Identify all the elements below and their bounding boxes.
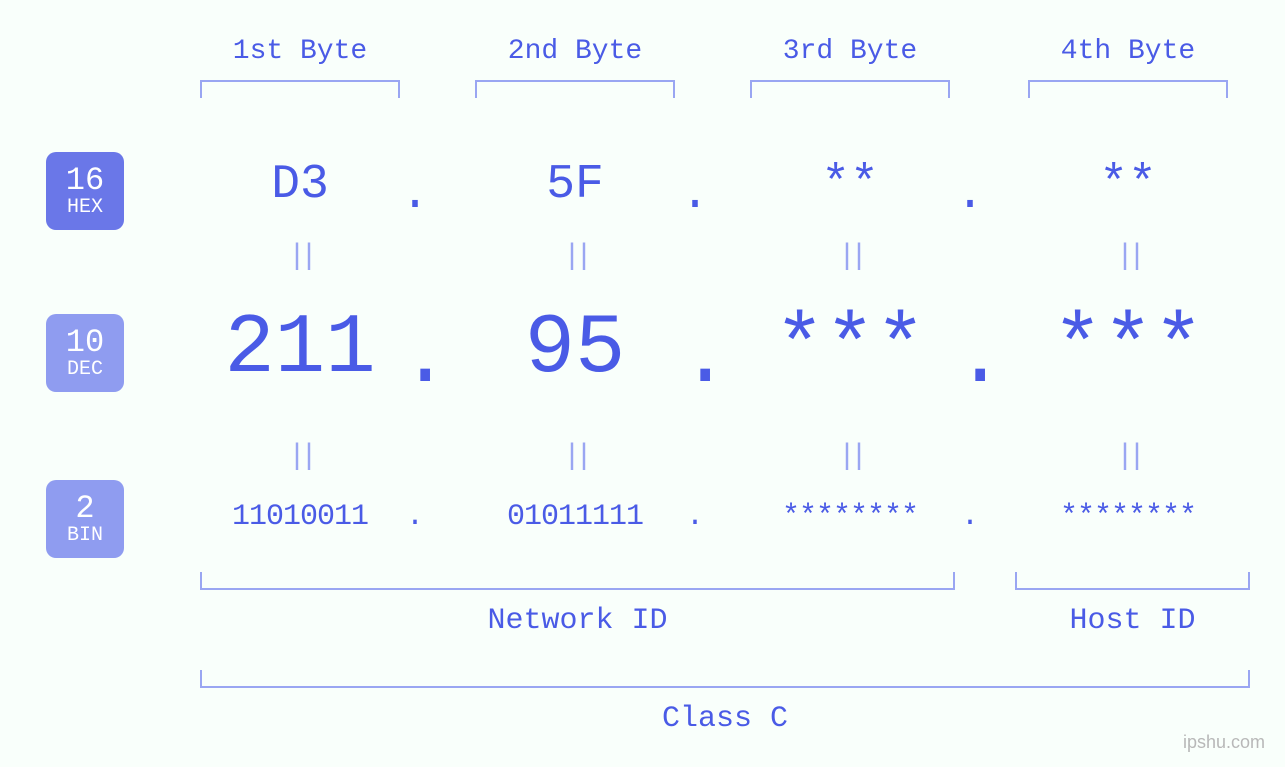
badge-dec-label: DEC	[67, 359, 103, 380]
bin-byte-4: ********	[998, 500, 1258, 534]
dec-sep-2: .	[680, 312, 710, 407]
dec-byte-1: 211	[170, 302, 430, 397]
eq1-3: ||	[720, 240, 980, 274]
bin-sep-2: .	[680, 500, 710, 534]
bin-byte-2: 01011111	[445, 500, 705, 534]
label-class: Class C	[200, 702, 1250, 736]
badge-hex-label: HEX	[67, 197, 103, 218]
byte-header-4: 4th Byte	[998, 36, 1258, 67]
byte-header-2: 2nd Byte	[445, 36, 705, 67]
dec-byte-3: ***	[720, 302, 980, 397]
bin-sep-1: .	[400, 500, 430, 534]
label-host-id: Host ID	[1015, 604, 1250, 638]
hex-sep-2: .	[680, 168, 710, 222]
bracket-class	[200, 670, 1250, 688]
dec-sep-1: .	[400, 312, 430, 407]
hex-byte-1: D3	[170, 158, 430, 212]
label-network-id: Network ID	[200, 604, 955, 638]
dec-sep-3: .	[955, 312, 985, 407]
badge-bin-num: 2	[75, 492, 94, 526]
badge-bin: 2 BIN	[46, 480, 124, 558]
badge-bin-label: BIN	[67, 525, 103, 546]
eq2-2: ||	[445, 440, 705, 474]
hex-sep-3: .	[955, 168, 985, 222]
bracket-host-id	[1015, 572, 1250, 590]
bin-sep-3: .	[955, 500, 985, 534]
bracket-byte-1	[200, 80, 400, 98]
bracket-network-id	[200, 572, 955, 590]
bin-byte-1: 11010011	[170, 500, 430, 534]
byte-header-1: 1st Byte	[170, 36, 430, 67]
badge-hex-num: 16	[66, 164, 104, 198]
hex-sep-1: .	[400, 168, 430, 222]
bracket-byte-2	[475, 80, 675, 98]
hex-byte-3: **	[720, 158, 980, 212]
bin-byte-3: ********	[720, 500, 980, 534]
bracket-byte-3	[750, 80, 950, 98]
dec-byte-2: 95	[445, 302, 705, 397]
badge-hex: 16 HEX	[46, 152, 124, 230]
eq1-1: ||	[170, 240, 430, 274]
eq1-4: ||	[998, 240, 1258, 274]
byte-header-3: 3rd Byte	[720, 36, 980, 67]
dec-byte-4: ***	[998, 302, 1258, 397]
eq2-4: ||	[998, 440, 1258, 474]
eq2-3: ||	[720, 440, 980, 474]
badge-dec: 10 DEC	[46, 314, 124, 392]
hex-byte-2: 5F	[445, 158, 705, 212]
eq1-2: ||	[445, 240, 705, 274]
bracket-byte-4	[1028, 80, 1228, 98]
badge-dec-num: 10	[66, 326, 104, 360]
watermark: ipshu.com	[1183, 732, 1265, 753]
hex-byte-4: **	[998, 158, 1258, 212]
eq2-1: ||	[170, 440, 430, 474]
